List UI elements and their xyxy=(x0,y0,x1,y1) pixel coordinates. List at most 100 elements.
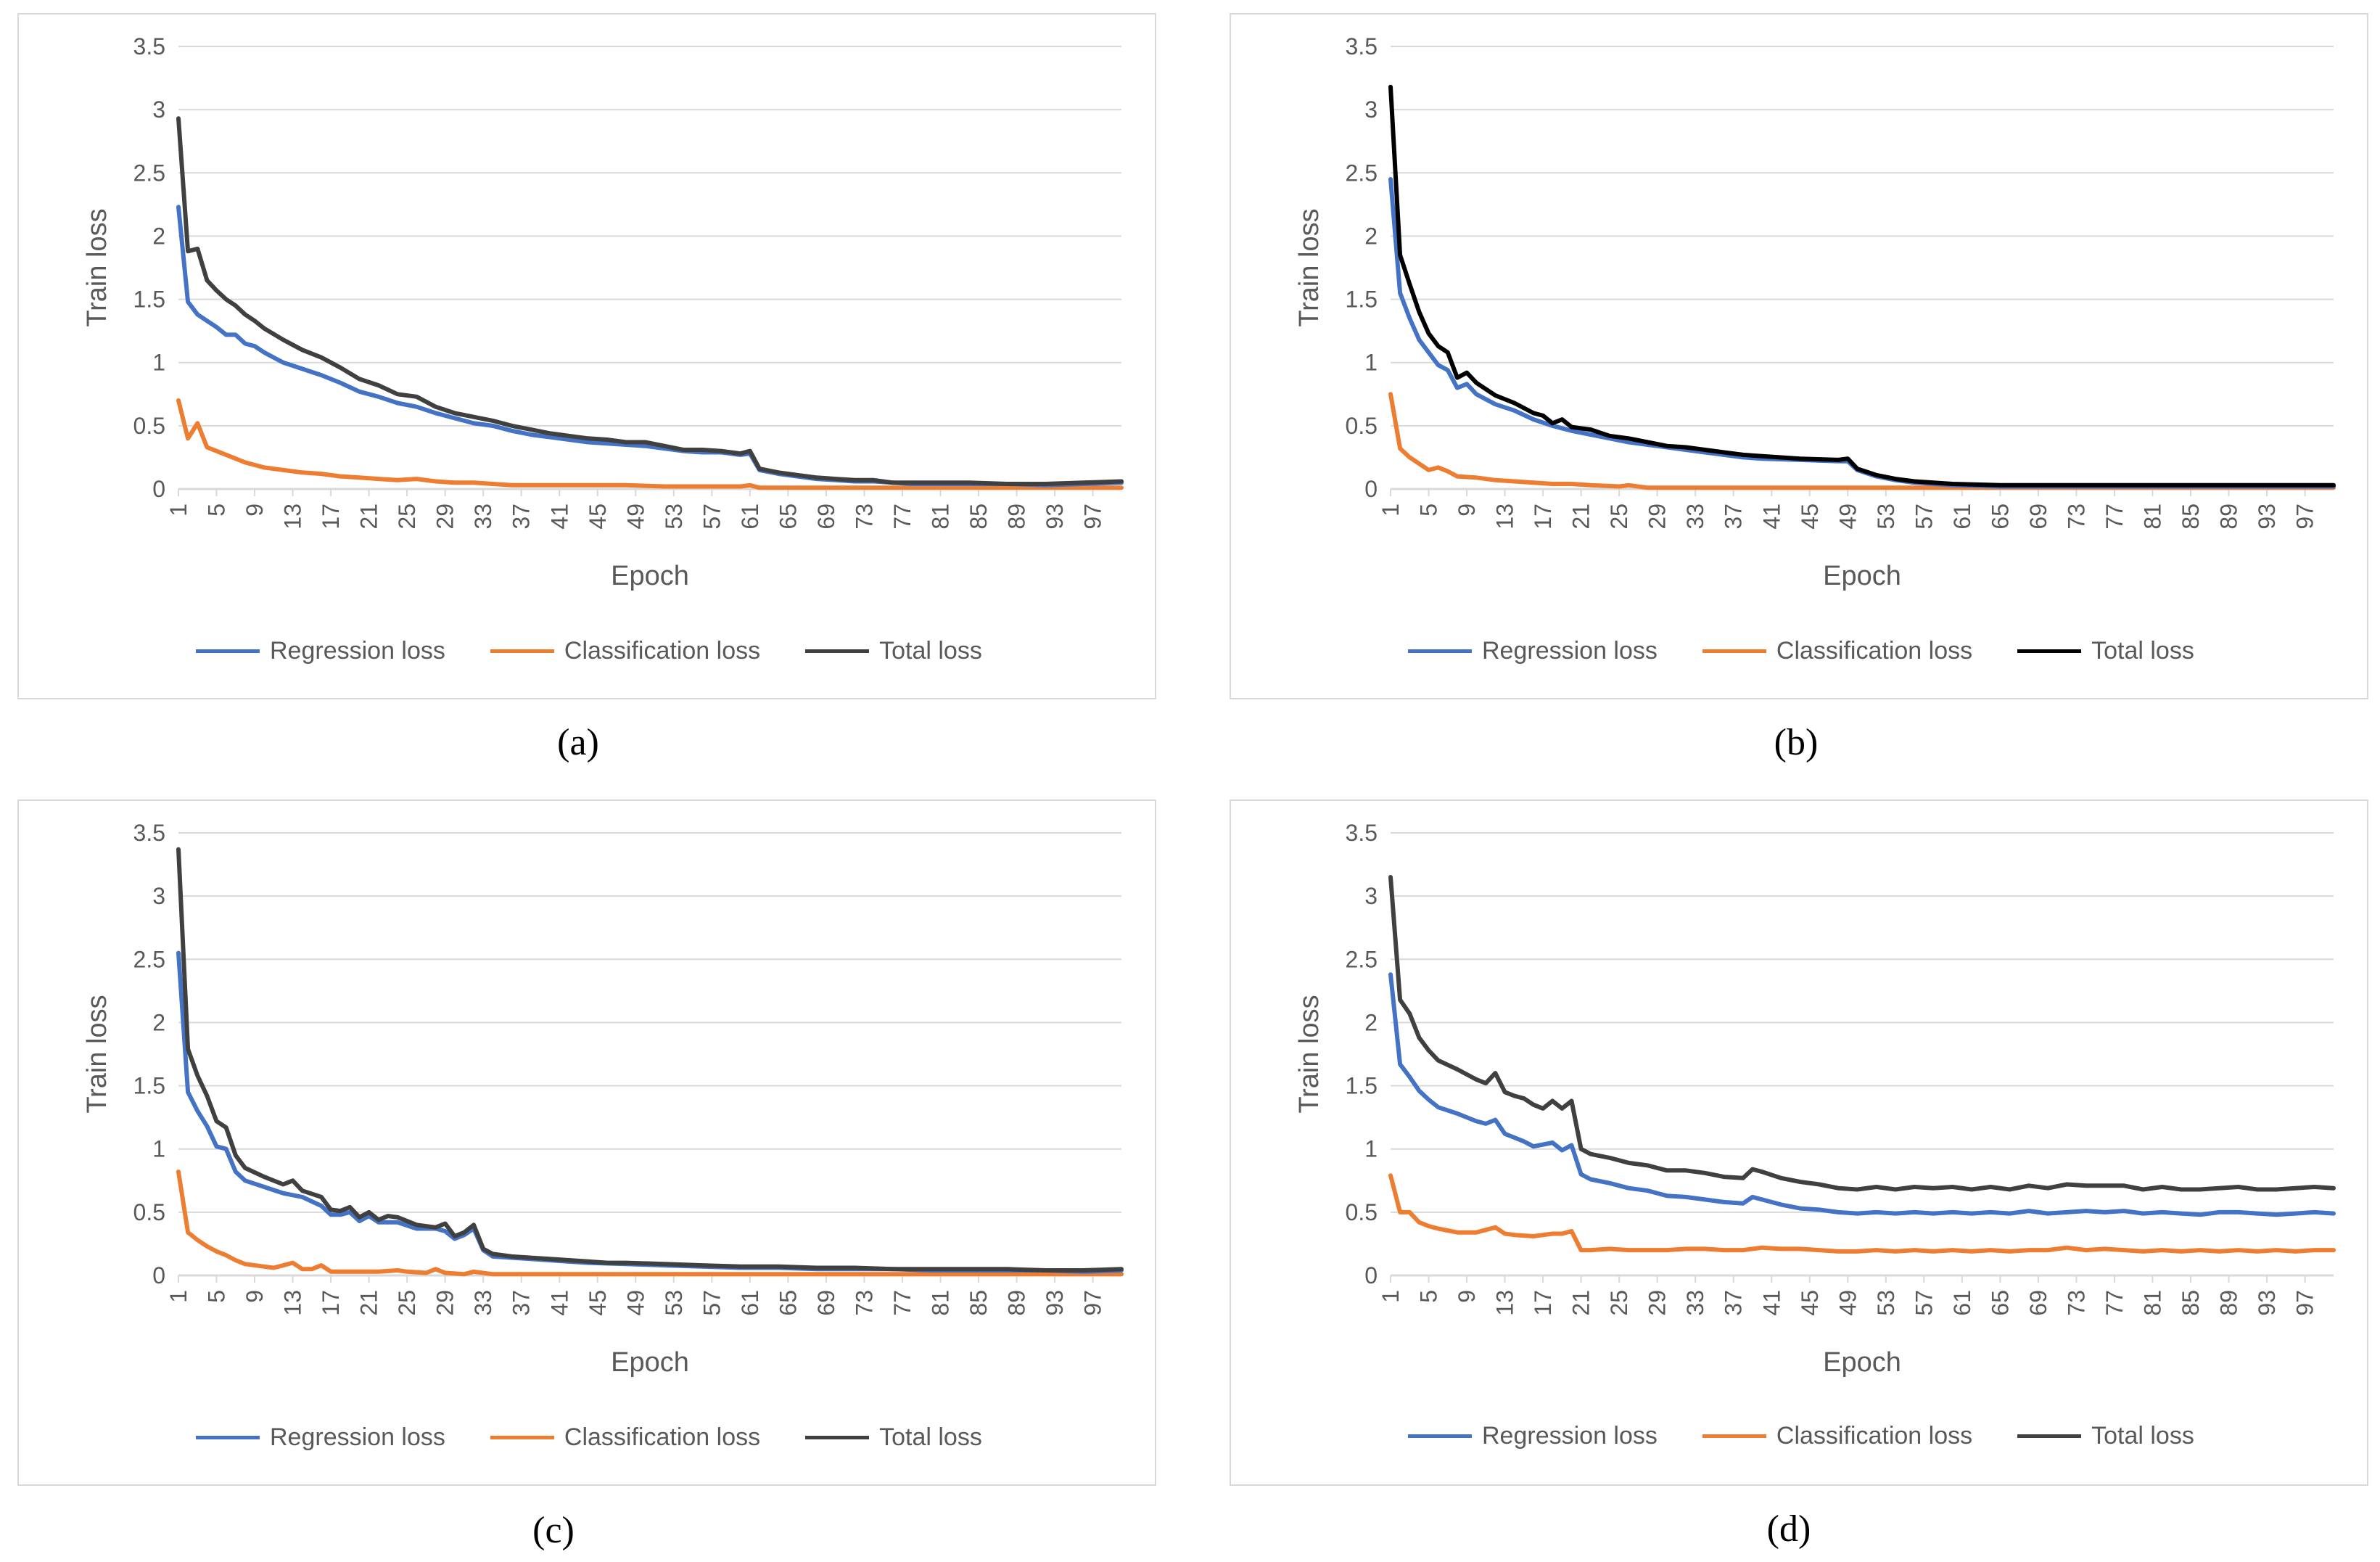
x-tick-label: 45 xyxy=(585,503,611,530)
legend-item-regression: Regression loss xyxy=(196,1423,445,1452)
series-line-classification xyxy=(1388,392,2336,490)
y-tick-label: 3.5 xyxy=(133,33,165,59)
x-tick-label: 41 xyxy=(1758,1290,1784,1316)
chart-panel-c: 0 0.5 1 1.5 2 2.5 3 3.5 1 5 9 13 17 21 25 29 33 37 41 45 49 5… xyxy=(17,800,1156,1486)
x-tick-label: 1 xyxy=(165,503,192,517)
x-tick-label: 93 xyxy=(2254,503,2280,530)
x-tick-label: 77 xyxy=(889,503,915,530)
x-tick-label: 45 xyxy=(1797,1290,1823,1316)
y-tick-label: 0.5 xyxy=(1346,1199,1378,1225)
x-tick-label: 73 xyxy=(2063,503,2089,530)
x-tick-label: 45 xyxy=(585,1290,611,1316)
legend-item-total: Total loss xyxy=(2017,1422,2194,1450)
x-tick-label: 57 xyxy=(1911,503,1937,530)
legend-item-classification: Classification loss xyxy=(490,1423,760,1452)
y-tick-label: 1 xyxy=(1364,1136,1378,1162)
x-tick-label: 33 xyxy=(470,1290,496,1316)
x-tick-label: 5 xyxy=(204,1290,230,1303)
legend-label-classification: Classification loss xyxy=(564,1423,761,1451)
x-tick-label: 53 xyxy=(1873,1290,1899,1316)
x-tick-label: 17 xyxy=(1530,1290,1556,1316)
y-tick-label: 2 xyxy=(152,1009,165,1035)
x-tick-label: 57 xyxy=(699,1290,725,1316)
x-tick-label: 93 xyxy=(1042,1290,1068,1316)
y-tick-label: 0 xyxy=(1364,1262,1378,1288)
caption-c: (c) xyxy=(532,1510,575,1551)
y-tick-label: 2.5 xyxy=(133,946,165,972)
x-tick-label: 21 xyxy=(356,1290,382,1316)
x-tick-label: 1 xyxy=(1378,1290,1404,1303)
x-tick-label: 81 xyxy=(928,1290,954,1316)
caption-b: (b) xyxy=(1774,722,1819,763)
legend-label-total: Total loss xyxy=(879,1423,982,1451)
series-line-regression xyxy=(176,950,1124,1274)
x-tick-label: 45 xyxy=(1797,503,1823,530)
legend-swatch-total xyxy=(805,649,870,653)
series-line-classification xyxy=(176,1170,1124,1277)
legend-label-total: Total loss xyxy=(2091,1422,2194,1450)
y-tick-label: 2 xyxy=(1364,1009,1378,1035)
x-tick-label: 5 xyxy=(204,503,230,517)
legend-label-classification: Classification loss xyxy=(564,637,761,665)
y-tick-label: 2.5 xyxy=(133,160,165,186)
x-tick-label: 49 xyxy=(1835,503,1861,530)
chart-svg-d: 00.511.522.533.51 5 9 13 17 21 25 29 33 37 41 45 49 5… xyxy=(1294,820,2336,1378)
x-tick-label: 33 xyxy=(1682,1290,1708,1316)
x-tick-label: 37 xyxy=(508,1290,535,1316)
x-tick-label: 13 xyxy=(280,503,306,530)
x-tick-label: 69 xyxy=(813,1290,839,1316)
x-tick-label: 13 xyxy=(1492,503,1518,530)
x-tick-label: 89 xyxy=(2216,503,2242,530)
y-tick-label: 0.5 xyxy=(133,1199,165,1225)
y-tick-label: 0 xyxy=(1364,476,1378,502)
legend-item-total: Total loss xyxy=(2017,637,2194,665)
legend-swatch-total xyxy=(2017,1434,2082,1438)
x-tick-label: 69 xyxy=(813,503,839,530)
x-tick-label: 17 xyxy=(1530,503,1556,530)
series-line-total xyxy=(176,116,1124,486)
caption-d: (d) xyxy=(1766,1508,1811,1550)
x-tick-label: 49 xyxy=(622,1290,648,1316)
legend-swatch-total xyxy=(805,1436,870,1439)
x-tick-label: 33 xyxy=(1682,503,1708,530)
series-line-regression xyxy=(1388,972,2336,1217)
x-tick-label: 37 xyxy=(1721,1290,1747,1316)
y-tick-label: 1 xyxy=(152,1136,165,1162)
x-tick-label: 5 xyxy=(1416,503,1442,517)
x-tick-label: 41 xyxy=(546,503,572,530)
x-tick-label: 85 xyxy=(2178,503,2204,530)
y-tick-label: 0 xyxy=(152,476,165,502)
y-axis-title: Train loss xyxy=(1294,995,1325,1113)
y-tick-label: 1.5 xyxy=(1346,287,1378,313)
legend-swatch-regression xyxy=(196,1436,260,1439)
legend-item-classification: Classification loss xyxy=(1702,1422,1972,1450)
x-tick-label: 85 xyxy=(965,503,992,530)
x-tick-label: 25 xyxy=(394,503,420,530)
y-tick-label: 0.5 xyxy=(133,413,165,439)
y-tick-label: 1.5 xyxy=(133,287,165,313)
series-line-classification xyxy=(1388,1173,2336,1254)
y-axis-title: Train loss xyxy=(1294,208,1325,326)
x-tick-label: 65 xyxy=(775,1290,801,1316)
x-tick-label: 77 xyxy=(2101,1290,2128,1316)
legend-label-classification: Classification loss xyxy=(1776,1422,1973,1450)
legend-item-total: Total loss xyxy=(805,637,982,665)
x-tick-label: 9 xyxy=(242,503,268,517)
y-tick-label: 3.5 xyxy=(1346,33,1378,59)
y-tick-label: 0.5 xyxy=(1346,413,1378,439)
y-tick-label: 1 xyxy=(152,350,165,376)
x-axis-title: Epoch xyxy=(1823,561,1901,591)
y-tick-label: 0 xyxy=(152,1262,165,1288)
x-tick-label: 9 xyxy=(1454,503,1480,517)
legend-swatch-classification xyxy=(490,1436,554,1439)
chart-panel-d: 0 0.5 1 1.5 2 2.5 3 3.5 1 5 9 13 17 21 25 29 33 37 41 45 49 5… xyxy=(1230,800,2368,1486)
x-tick-label: 13 xyxy=(1492,1290,1518,1316)
x-tick-label: 93 xyxy=(1042,503,1068,530)
x-tick-label: 97 xyxy=(1080,1290,1106,1316)
legend-label-regression: Regression loss xyxy=(1482,1422,1658,1450)
chart-svg-c: 00.511.522.533.51 5 9 13 17 21 25 29 33 37 41 45 49 5… xyxy=(82,820,1124,1378)
series-line-total xyxy=(1388,875,2336,1192)
x-tick-label: 25 xyxy=(394,1290,420,1316)
legend-item-regression: Regression loss xyxy=(1408,1422,1658,1450)
legend-swatch-total xyxy=(2017,649,2082,653)
